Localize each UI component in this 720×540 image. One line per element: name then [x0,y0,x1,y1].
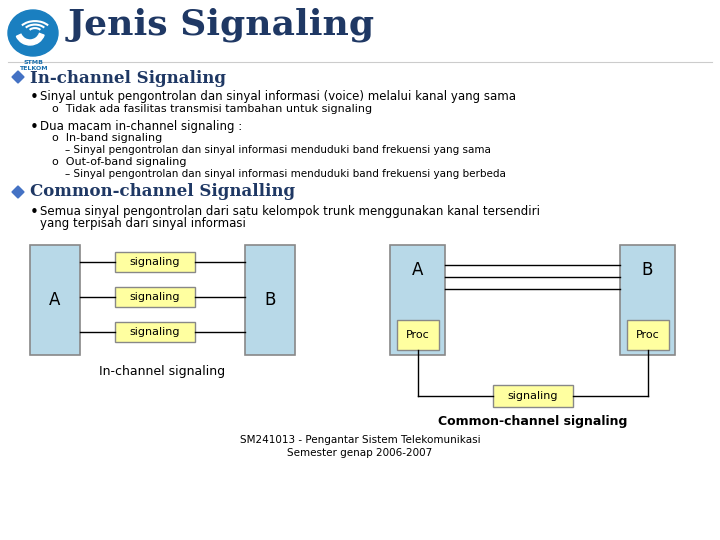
Text: Dua macam in-channel signaling :: Dua macam in-channel signaling : [40,120,242,133]
Polygon shape [12,186,24,198]
FancyBboxPatch shape [397,320,438,350]
Text: yang terpisah dari sinyal informasi: yang terpisah dari sinyal informasi [40,217,246,230]
Text: o  Tidak ada fasilitas transmisi tambahan untuk signaling: o Tidak ada fasilitas transmisi tambahan… [52,104,372,114]
Text: In-channel Signaling: In-channel Signaling [30,70,226,87]
FancyBboxPatch shape [492,385,572,407]
Text: •: • [30,205,39,220]
FancyBboxPatch shape [245,245,295,355]
Text: – Sinyal pengontrolan dan sinyal informasi menduduki band frekuensi yang berbeda: – Sinyal pengontrolan dan sinyal informa… [65,169,506,179]
Text: Common-channel Signalling: Common-channel Signalling [30,183,295,200]
Text: Proc: Proc [405,330,429,340]
Wedge shape [17,33,44,45]
Text: B: B [642,261,653,279]
FancyBboxPatch shape [620,245,675,355]
FancyBboxPatch shape [115,322,195,342]
Text: In-channel signaling: In-channel signaling [99,365,225,378]
Text: STMB
TELKOM: STMB TELKOM [19,60,48,71]
FancyBboxPatch shape [390,245,445,355]
Text: Semester genap 2006-2007: Semester genap 2006-2007 [287,448,433,458]
Text: •: • [30,120,39,135]
Text: o  In-band signaling: o In-band signaling [52,133,162,143]
Text: Semua sinyal pengontrolan dari satu kelompok trunk menggunakan kanal tersendiri: Semua sinyal pengontrolan dari satu kelo… [40,205,540,218]
Text: B: B [264,291,276,309]
Text: •: • [30,90,39,105]
Text: Proc: Proc [636,330,660,340]
Text: o  Out-of-band signaling: o Out-of-band signaling [52,157,186,167]
Text: Sinyal untuk pengontrolan dan sinyal informasi (voice) melalui kanal yang sama: Sinyal untuk pengontrolan dan sinyal inf… [40,90,516,103]
Text: SM241013 - Pengantar Sistem Telekomunikasi: SM241013 - Pengantar Sistem Telekomunika… [240,435,480,445]
Text: signaling: signaling [130,327,180,337]
Text: signaling: signaling [508,391,558,401]
Text: signaling: signaling [130,292,180,302]
Text: signaling: signaling [130,257,180,267]
Text: A: A [412,261,423,279]
Text: – Sinyal pengontrolan dan sinyal informasi menduduki band frekuensi yang sama: – Sinyal pengontrolan dan sinyal informa… [65,145,491,155]
Text: Jenis Signaling: Jenis Signaling [68,8,375,43]
Text: Common-channel signaling: Common-channel signaling [438,415,627,428]
FancyBboxPatch shape [626,320,668,350]
FancyBboxPatch shape [115,252,195,272]
Text: A: A [49,291,60,309]
Polygon shape [12,71,24,83]
FancyBboxPatch shape [30,245,80,355]
Ellipse shape [8,10,58,56]
FancyBboxPatch shape [115,287,195,307]
